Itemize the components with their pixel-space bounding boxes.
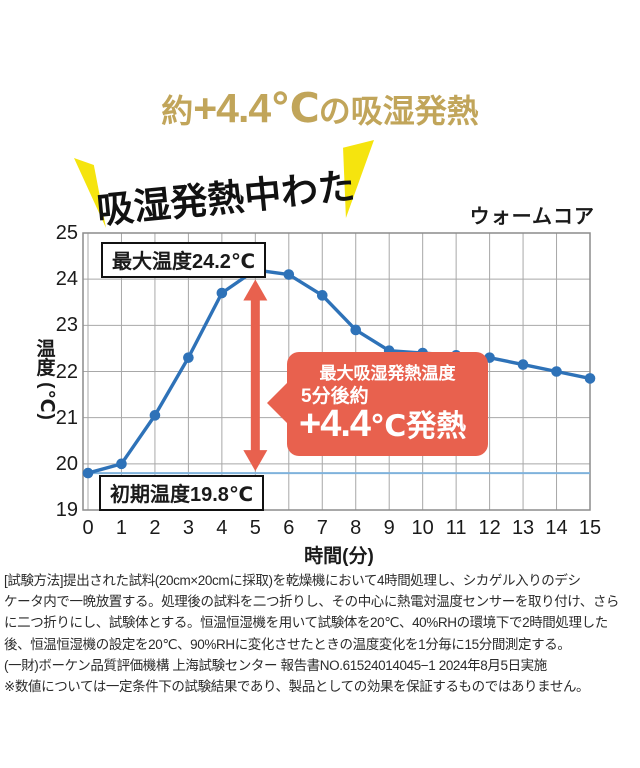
x-tick-label: 3: [182, 517, 194, 539]
test-method-footnote: [試験方法]提出された試料(20cm×20cmに採取)を乾燥機において4時間処理…: [4, 570, 638, 697]
initial-temp-label: 初期温度19.8℃: [99, 475, 265, 511]
y-axis-title-char: 温: [36, 339, 56, 360]
x-tick-label: 5: [249, 517, 261, 539]
y-axis-title-char: 度: [36, 358, 56, 379]
product-label: ウォームコア: [469, 206, 595, 228]
callout-heading: 最大吸湿発熱温度: [319, 364, 456, 383]
x-tick-label: 1: [115, 517, 128, 539]
footnote-line: ケータ内で一晩放置する。処理後の試料を二つ折りし、その中心に熱電対温度センサーを…: [4, 594, 620, 610]
footnote-line: に二つ折りにし、試験体とする。恒温恒湿機を用いて試験体を20℃、40%RHの環境…: [4, 615, 608, 631]
x-tick-label: 11: [445, 517, 467, 539]
x-tick-label: 14: [545, 517, 568, 539]
x-tick-label: 9: [383, 517, 395, 539]
x-axis-title: 時間(分): [304, 546, 374, 567]
x-tick-label: 4: [216, 517, 228, 539]
footnote-line: 後、恒温恒湿機の設定を20℃、90%RHに変化させたときの温度変化を1分毎に15…: [4, 636, 571, 652]
x-tick-label: 2: [149, 517, 161, 539]
x-tick-label: 7: [316, 517, 328, 539]
y-tick-label: 25: [55, 222, 78, 244]
y-tick-label: 22: [55, 360, 78, 383]
page-title: 約+4.4℃の吸湿発熱: [0, 84, 640, 132]
callout-value-suffix: 発熱: [406, 410, 467, 443]
footnote-line: ※数値については一定条件下の試験結果であり、製品としての効果を保証するものではあ…: [4, 679, 590, 695]
x-tick-label: 6: [283, 517, 295, 539]
x-tick-label: 0: [82, 517, 94, 539]
title-temperature-value: +4.4℃: [193, 85, 320, 131]
max-temp-label: 最大温度24.2℃: [101, 242, 267, 278]
y-tick-label: 21: [55, 406, 78, 429]
y-tick-label: 19: [55, 499, 78, 521]
heat-gain-callout: 最大吸湿発熱温度 5分後約 +4.4℃発熱: [267, 352, 488, 456]
x-tick-label: 12: [478, 517, 501, 539]
callout-subheading: 5分後約: [301, 386, 369, 407]
x-tick-label: 13: [511, 517, 535, 539]
callout-delta-value: +4.4: [299, 403, 371, 445]
y-tick-label: 23: [55, 314, 78, 337]
x-tick-label: 15: [578, 517, 602, 539]
y-tick-label: 20: [55, 452, 78, 475]
x-tick-label: 8: [350, 517, 362, 539]
x-tick-label: 10: [411, 517, 434, 539]
callout-value: +4.4℃発熱: [299, 405, 488, 449]
callout-unit: ℃: [370, 410, 407, 443]
title-prefix: 約: [161, 93, 194, 129]
footnote-line: [試験方法]提出された試料(20cm×20cmに採取)を乾燥機において4時間処理…: [4, 573, 581, 588]
footnote-line: (一財)ボーケン品質評価機構 上海試験センター 報告書NO.6152401404…: [4, 657, 547, 673]
title-suffix: の吸湿発熱: [318, 93, 479, 129]
y-tick-label: 24: [55, 268, 78, 291]
y-axis-title: 温度 (℃): [33, 339, 59, 421]
